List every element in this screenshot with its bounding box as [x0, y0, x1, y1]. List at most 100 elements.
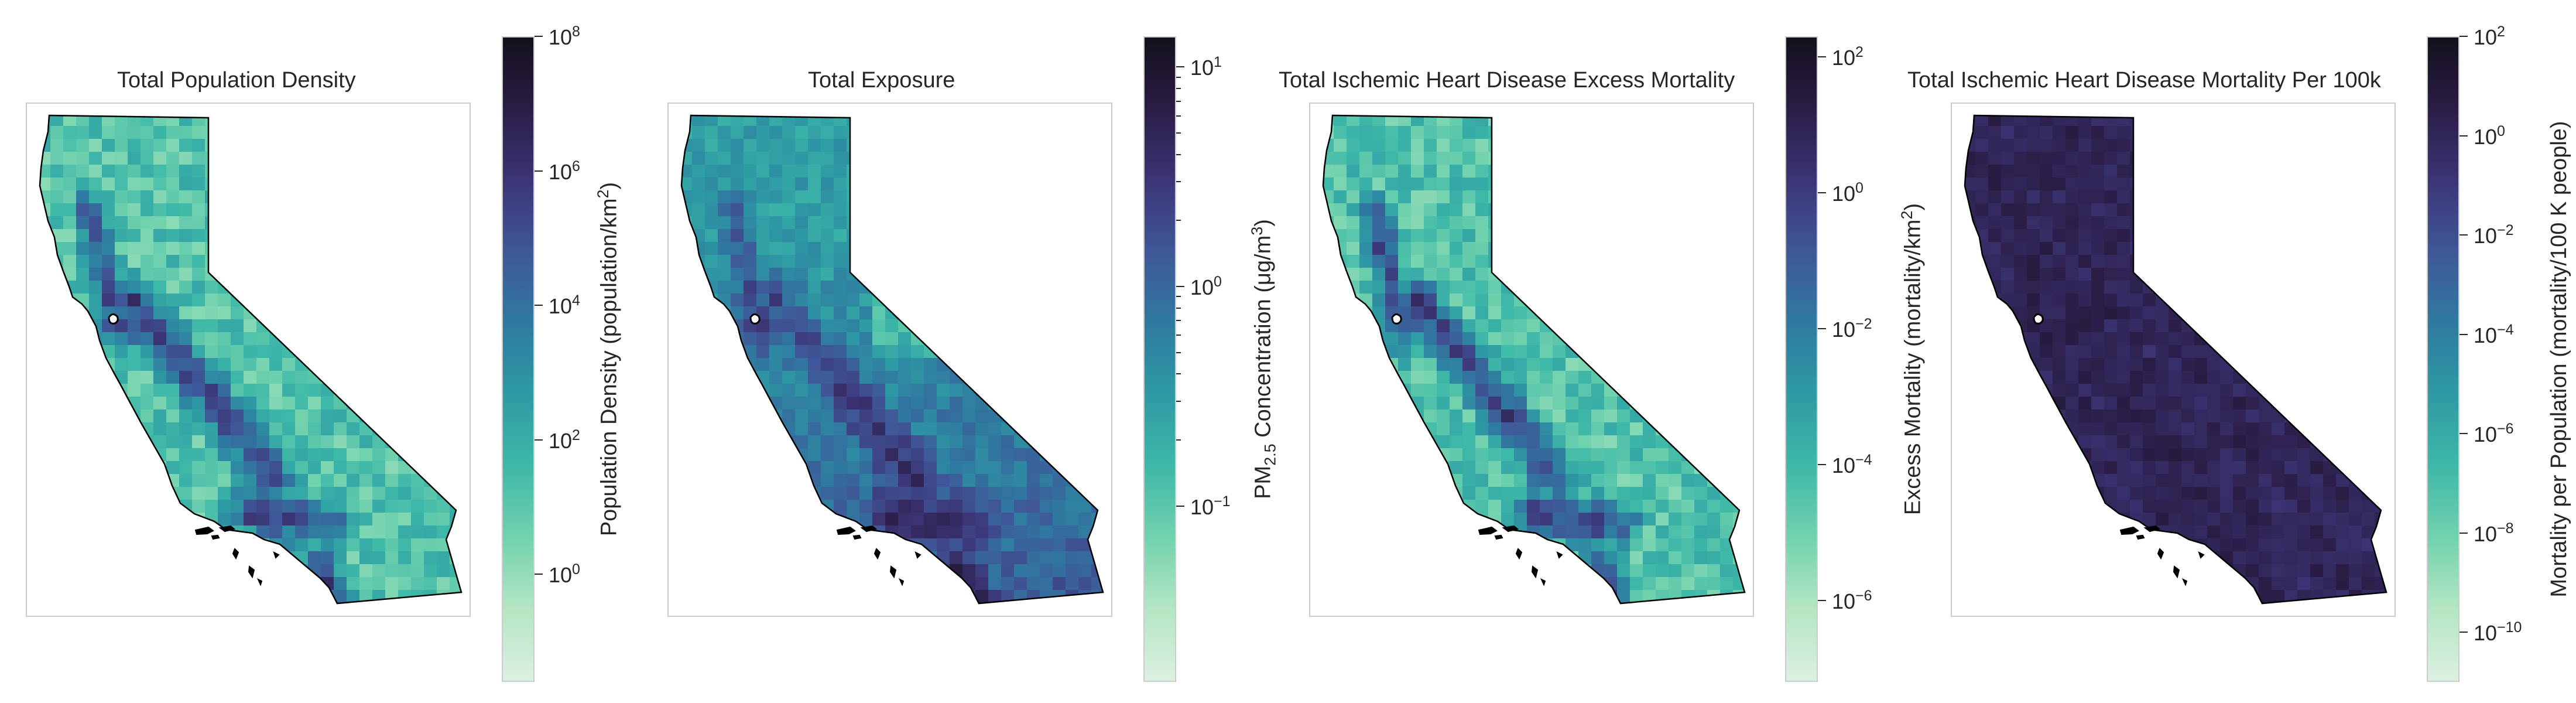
- tick-label: 101: [1190, 54, 1222, 80]
- map-panel-excess-mortality: Total Ischemic Heart Disease Excess Mort…: [1279, 0, 1927, 703]
- tick-label: 100: [549, 561, 580, 588]
- island: [889, 565, 897, 579]
- tick-mark: [535, 170, 543, 172]
- bay-outline: [108, 313, 119, 325]
- tick-mark: [2459, 333, 2468, 335]
- tick-label: 104: [549, 292, 580, 319]
- bay-outline: [2033, 313, 2044, 325]
- map-cells: [1323, 115, 1745, 603]
- island: [232, 548, 239, 560]
- island: [836, 526, 856, 535]
- colorbar-label: PM2.5 Concentration (μg/m3): [1248, 219, 1279, 499]
- tick-label: 102: [1832, 43, 1864, 70]
- island: [248, 565, 255, 579]
- island: [2198, 551, 2205, 559]
- colorbar-label: Excess Mortality (mortality/km2): [1898, 203, 1926, 516]
- bay-outline: [749, 313, 761, 325]
- map-title: Total Ischemic Heart Disease Mortality P…: [1907, 68, 2381, 93]
- tick-mark: [535, 36, 543, 37]
- island: [2143, 525, 2161, 533]
- tick-mark: [2459, 36, 2468, 37]
- tick-label: 10−1: [1190, 493, 1231, 520]
- tick-label: 108: [549, 23, 580, 49]
- california-map: [680, 114, 1104, 605]
- tick-mark: [535, 305, 543, 306]
- island: [1531, 565, 1539, 579]
- island: [1540, 578, 1546, 586]
- tick-label: 100: [1832, 179, 1864, 206]
- tick-label: 100: [1190, 274, 1222, 300]
- tick-label: 102: [2474, 23, 2505, 49]
- state-outline: [1322, 114, 1746, 605]
- tick-label: 10−2: [1832, 315, 1872, 342]
- island: [1515, 548, 1523, 560]
- map-area: [1951, 103, 2396, 617]
- tick-mark: [2459, 135, 2468, 136]
- colorbar-ticks: 100 102 104 106 108: [535, 23, 605, 682]
- island: [256, 578, 263, 586]
- state-outline: [39, 114, 463, 605]
- island: [2181, 578, 2188, 586]
- tick-mark: [1176, 506, 1184, 507]
- island: [852, 534, 862, 540]
- state-outline: [1964, 114, 2387, 605]
- map-panel-mortality-per-100k: Total Ischemic Heart Disease Mortality P…: [1907, 0, 2571, 703]
- island: [1478, 526, 1498, 535]
- tick-mark: [1818, 599, 1826, 601]
- map-cells: [1965, 115, 2386, 603]
- tick-mark: [2459, 433, 2468, 435]
- bay-outline: [1391, 313, 1402, 325]
- tick-mark: [2459, 532, 2468, 534]
- island: [1502, 525, 1519, 533]
- tick-label: 10−8: [2474, 520, 2514, 546]
- colorbar-label: Mortality per Population (mortality/100 …: [2547, 121, 2571, 598]
- island: [273, 551, 280, 559]
- island: [194, 526, 214, 535]
- tick-label: 100: [2474, 122, 2505, 149]
- tick-mark: [1818, 192, 1826, 193]
- map-area: [667, 103, 1112, 617]
- california-map: [1322, 114, 1746, 605]
- island: [914, 551, 922, 559]
- tick-mark: [2459, 234, 2468, 236]
- tick-mark: [1176, 286, 1184, 288]
- map-area: [1309, 103, 1754, 617]
- map-cells: [40, 115, 461, 603]
- island: [211, 534, 220, 540]
- map-area: [26, 103, 471, 617]
- tick-mark: [1176, 66, 1184, 68]
- colorbar: [2427, 36, 2459, 682]
- tick-label: 10−6: [2474, 421, 2514, 447]
- island: [860, 525, 878, 533]
- island: [873, 548, 881, 560]
- tick-mark: [535, 439, 543, 441]
- island: [218, 525, 236, 533]
- island: [2136, 534, 2145, 540]
- colorbar: [1143, 36, 1176, 682]
- tick-mark: [1818, 463, 1826, 465]
- map-title: Total Exposure: [808, 68, 955, 93]
- tick-label: 10−4: [1832, 451, 1872, 477]
- map-cells: [681, 115, 1103, 603]
- tick-label: 10−6: [1832, 587, 1872, 613]
- tick-mark: [2459, 632, 2468, 633]
- tick-label: 10−4: [2474, 321, 2514, 347]
- island: [2157, 548, 2164, 560]
- map-panel-population: Total Population Density 100 102 104 106 108…: [0, 0, 644, 703]
- tick-label: 10−2: [2474, 222, 2514, 248]
- colorbar-ticks: 10−6 10−4 10−2 100 102: [1818, 36, 1888, 682]
- island: [898, 578, 905, 586]
- map-title: Total Population Density: [117, 68, 356, 93]
- tick-label: 102: [549, 426, 580, 453]
- island: [2119, 526, 2139, 535]
- tick-mark: [1818, 327, 1826, 329]
- colorbar: [502, 36, 535, 682]
- tick-label: 10−10: [2474, 619, 2522, 646]
- colorbar-label: Population Density (population/km2): [594, 182, 622, 537]
- california-map: [39, 114, 463, 605]
- tick-label: 106: [549, 158, 580, 184]
- colorbar-ticks: 10−1 100 101: [1176, 36, 1246, 682]
- island: [2173, 565, 2180, 579]
- colorbar-ticks: 10−10 10−8 10−6 10−4 10−2 100 102: [2459, 23, 2530, 682]
- map-panel-exposure: Total Exposure 10−1 100 101 PM2.5 Concentr…: [642, 0, 1286, 703]
